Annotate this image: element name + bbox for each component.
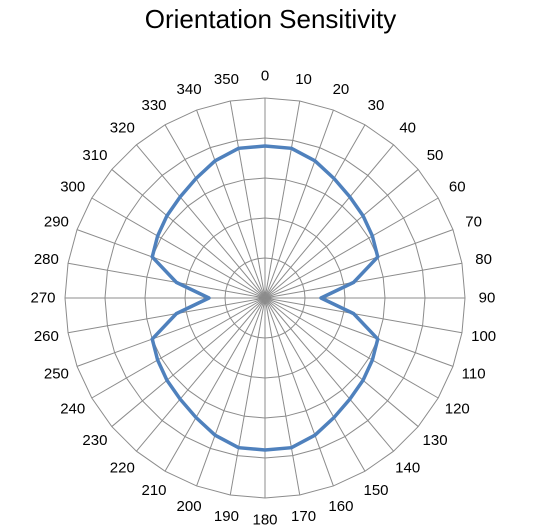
spoke-290 [76, 229, 266, 299]
tick-label-320: 320 [110, 119, 135, 136]
tick-label-270: 270 [30, 290, 55, 307]
spoke-320 [136, 144, 266, 299]
spoke-340 [196, 109, 266, 299]
tick-label-140: 140 [395, 460, 420, 477]
grid-spokes [65, 98, 465, 498]
spoke-120 [264, 297, 439, 399]
spoke-230 [111, 297, 266, 427]
spoke-350 [229, 100, 266, 299]
tick-label-130: 130 [423, 432, 448, 449]
spoke-210 [164, 297, 266, 472]
tick-label-290: 290 [44, 214, 69, 231]
spoke-60 [264, 197, 439, 299]
spoke-50 [264, 169, 419, 299]
spoke-330 [164, 124, 266, 299]
spoke-100 [264, 297, 463, 334]
spoke-250 [76, 297, 266, 367]
tick-label-90: 90 [479, 290, 496, 307]
tick-label-40: 40 [399, 119, 416, 136]
spoke-260 [67, 297, 266, 334]
tick-label-80: 80 [475, 251, 492, 268]
spoke-220 [136, 297, 266, 452]
series-layer [150, 144, 380, 452]
tick-label-280: 280 [34, 251, 59, 268]
tick-label-30: 30 [368, 97, 385, 114]
tick-label-60: 60 [449, 179, 466, 196]
spoke-140 [264, 297, 394, 452]
tick-label-310: 310 [82, 147, 107, 164]
tick-label-10: 10 [295, 71, 312, 88]
spoke-160 [264, 297, 334, 487]
spoke-20 [264, 109, 334, 299]
tick-label-170: 170 [291, 508, 316, 525]
tick-label-110: 110 [462, 365, 486, 382]
tick-label-0: 0 [261, 68, 269, 85]
tick-label-240: 240 [60, 401, 85, 418]
spoke-300 [91, 197, 266, 299]
tick-label-160: 160 [328, 498, 353, 515]
tick-label-20: 20 [333, 81, 350, 98]
tick-label-250: 250 [44, 365, 69, 382]
tick-label-50: 50 [427, 147, 444, 164]
spoke-10 [264, 100, 301, 299]
spoke-30 [264, 124, 366, 299]
spoke-190 [229, 297, 266, 496]
tick-label-120: 120 [445, 401, 470, 418]
tick-label-210: 210 [141, 482, 166, 499]
tick-label-300: 300 [60, 179, 85, 196]
spoke-110 [264, 297, 454, 367]
tick-label-70: 70 [465, 214, 482, 231]
spoke-310 [111, 169, 266, 299]
tick-label-220: 220 [110, 460, 135, 477]
tick-label-190: 190 [214, 508, 239, 525]
spoke-80 [264, 262, 463, 299]
tick-label-150: 150 [363, 482, 388, 499]
tick-label-260: 260 [34, 328, 59, 345]
tick-label-330: 330 [141, 97, 166, 114]
tick-label-200: 200 [177, 498, 202, 515]
spoke-200 [196, 297, 266, 487]
spoke-70 [264, 229, 454, 299]
chart-title: Orientation Sensitivity [144, 4, 397, 34]
spoke-40 [264, 144, 394, 299]
tick-label-230: 230 [82, 432, 107, 449]
series-line-1 [150, 144, 380, 452]
tick-label-180: 180 [252, 512, 277, 529]
tick-label-350: 350 [214, 71, 239, 88]
tick-label-100: 100 [471, 328, 496, 345]
spoke-280 [67, 262, 266, 299]
spoke-240 [91, 297, 266, 399]
spoke-150 [264, 297, 366, 472]
tick-label-340: 340 [177, 81, 202, 98]
spoke-130 [264, 297, 419, 427]
spoke-170 [264, 297, 301, 496]
